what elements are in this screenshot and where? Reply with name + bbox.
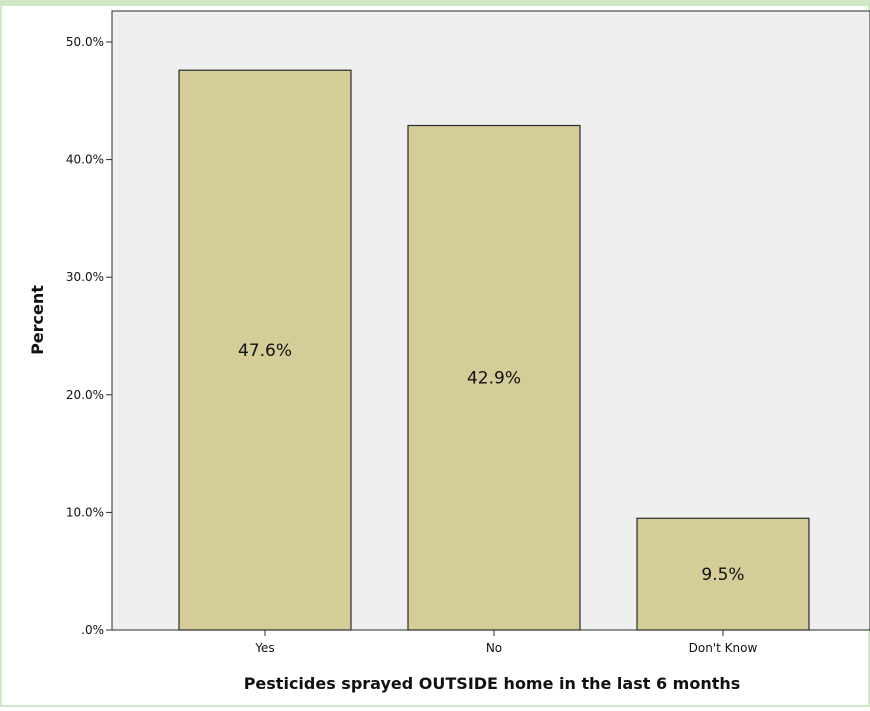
x-tick-label: No — [486, 641, 502, 655]
top-band — [0, 0, 870, 6]
x-tick-label: Yes — [254, 641, 274, 655]
y-tick-label: 20.0% — [66, 388, 104, 402]
data-label: 42.9% — [467, 369, 521, 389]
x-tick-label: Don't Know — [689, 641, 758, 655]
data-label: 47.6% — [238, 341, 292, 361]
x-axis-title: Pesticides sprayed OUTSIDE home in the l… — [244, 674, 741, 693]
bar — [178, 69, 352, 631]
y-axis: .0% 10.0% 20.0% 30.0% 40.0% 50.0% — [66, 35, 112, 637]
y-tick-label: 30.0% — [66, 270, 104, 284]
data-labels: 47.6% 42.9% 9.5% — [238, 341, 745, 585]
bar — [407, 124, 581, 631]
bars — [178, 69, 810, 631]
y-tick-label: 50.0% — [66, 35, 104, 49]
data-label: 9.5% — [701, 565, 744, 585]
y-tick-label: .0% — [81, 623, 104, 637]
y-axis-title: Percent — [28, 285, 47, 355]
y-tick-label: 40.0% — [66, 153, 104, 167]
y-tick-label: 10.0% — [66, 505, 104, 519]
bar — [636, 517, 810, 631]
x-axis: Yes No Don't Know — [254, 630, 758, 655]
